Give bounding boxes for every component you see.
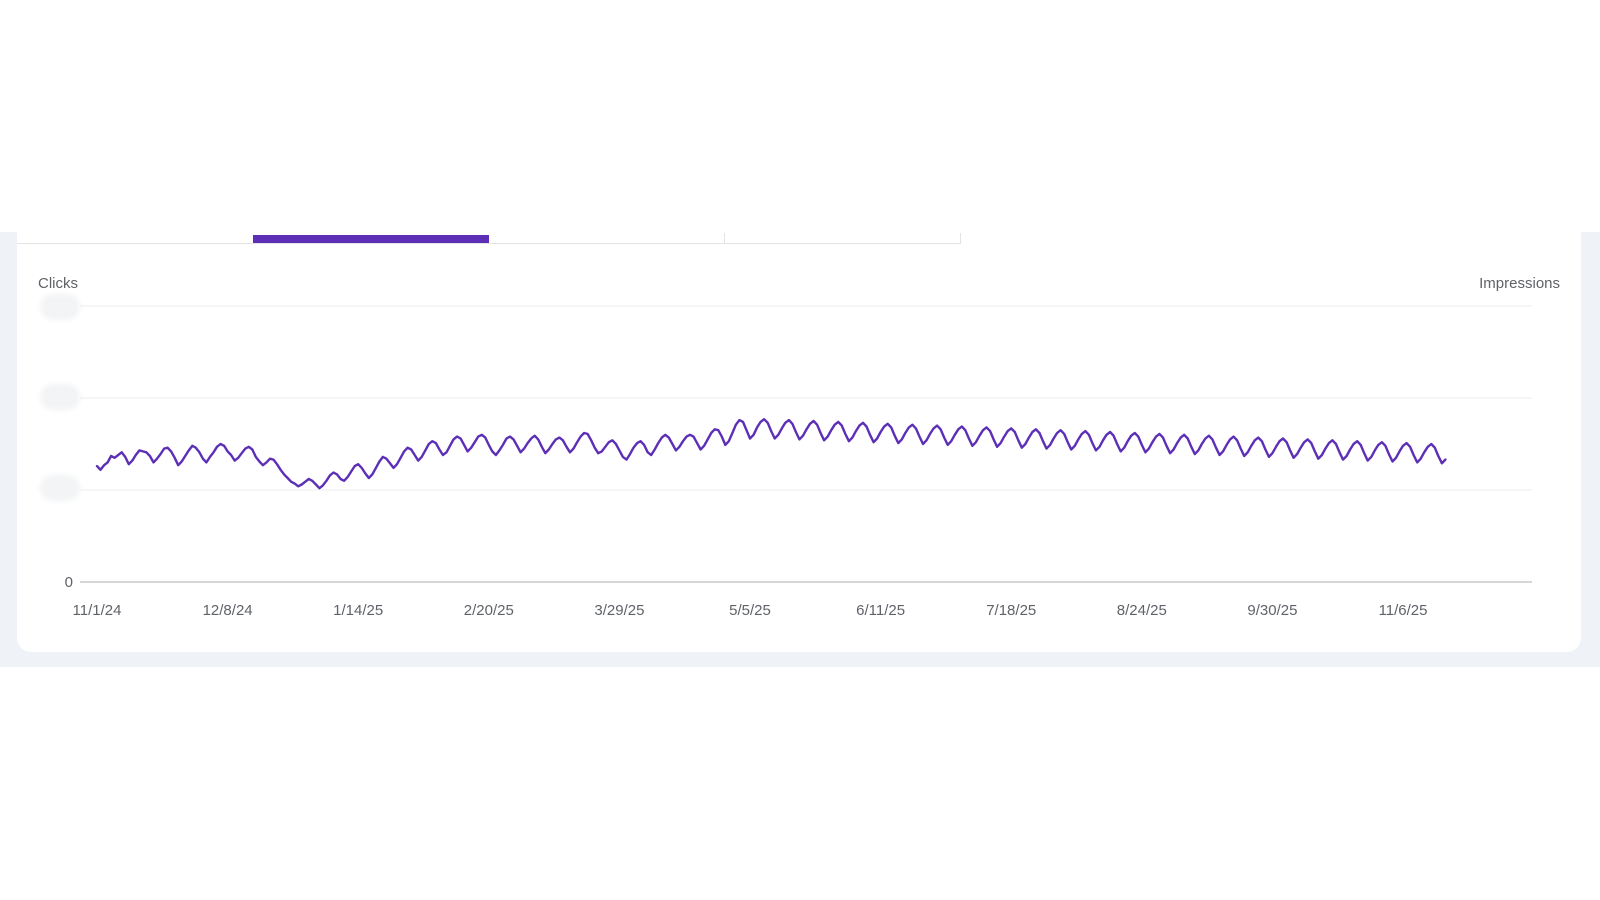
- metric-tab-1[interactable]: [17, 233, 253, 244]
- x-tick-label: 6/11/25: [856, 602, 905, 619]
- metric-tab-strip: [17, 233, 961, 244]
- metric-tab-4[interactable]: [725, 233, 961, 244]
- metric-tab-3[interactable]: [489, 233, 725, 244]
- metric-tab-2[interactable]: [253, 233, 489, 244]
- x-tick-label: 5/5/25: [729, 602, 771, 619]
- series-line-clicks[interactable]: [95, 418, 1447, 490]
- x-tick-label: 12/8/24: [203, 602, 253, 619]
- y-tick-label: 0: [65, 574, 73, 591]
- x-tick-label: 9/30/25: [1247, 602, 1297, 619]
- blurred-y-tick-3: [44, 298, 76, 316]
- left-axis-title: Clicks: [38, 275, 78, 292]
- gridlines: [80, 305, 1532, 583]
- blurred-y-tick-2: [44, 388, 76, 406]
- x-tick-label: 11/6/25: [1379, 602, 1428, 619]
- tick-labels: 011/1/24 12/8/24 1/14/25 2/20/25 3/29/25 5/5/…: [65, 574, 1428, 619]
- x-tick-label: 11/1/24: [73, 602, 122, 619]
- x-tick-label: 1/14/25: [333, 602, 383, 619]
- x-tick-label: 8/24/25: [1117, 602, 1167, 619]
- x-tick-label: 7/18/25: [986, 602, 1036, 619]
- x-tick-label: 2/20/25: [464, 602, 514, 619]
- blurred-y-tick-1: [44, 479, 76, 497]
- selected-tab-indicator: [253, 235, 489, 243]
- x-tick-label: 3/29/25: [594, 602, 644, 619]
- right-axis-title: Impressions: [1479, 275, 1560, 292]
- series-layer: [95, 418, 1447, 490]
